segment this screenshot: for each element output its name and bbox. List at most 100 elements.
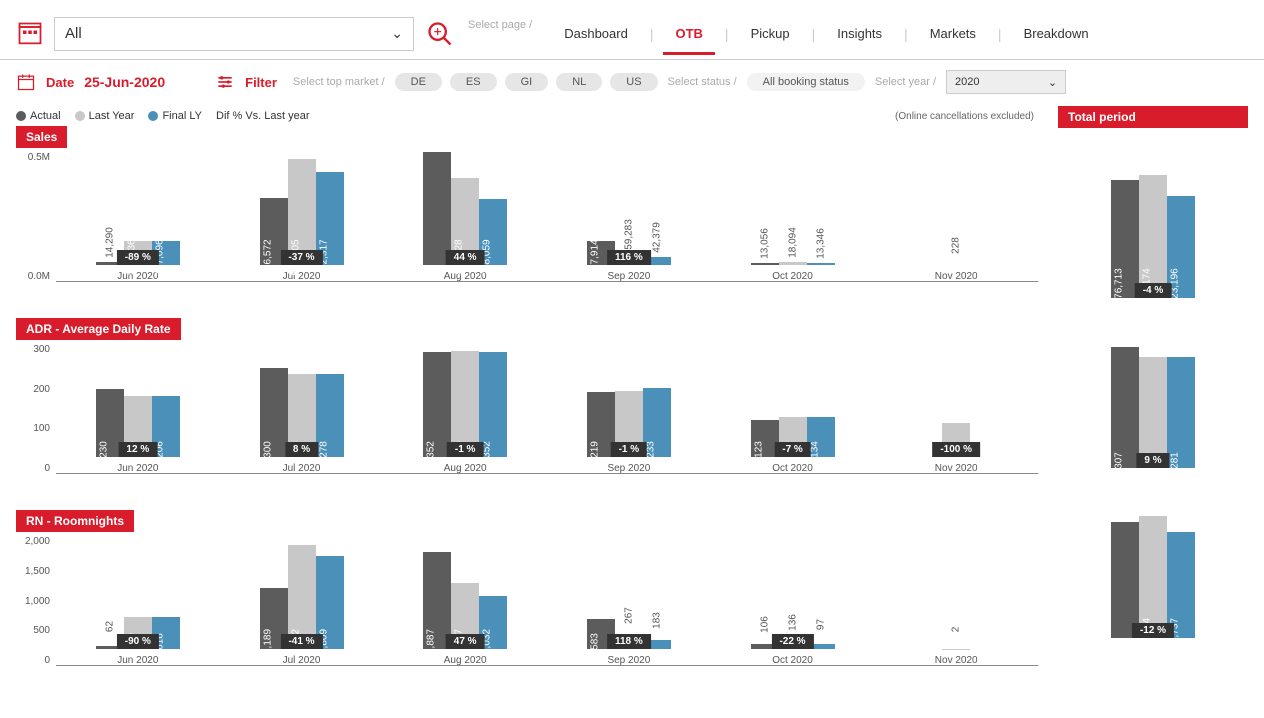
x-label: Nov 2020 (935, 463, 978, 474)
tab-markets[interactable]: Markets (908, 14, 998, 54)
left-column: ActualLast YearFinal LY Dif % Vs. Last y… (16, 104, 1038, 700)
bar-group: 228 Nov 2020 (874, 152, 1038, 282)
filter-label: Filter (245, 75, 277, 90)
market-pill-us[interactable]: US (610, 73, 657, 91)
bar-value: 583 (589, 633, 600, 650)
bar-value: 1,887 (426, 629, 437, 654)
bar-value: 97 (815, 619, 826, 630)
bar-value: 106 (759, 616, 770, 633)
diff-badge: -89 % (117, 250, 159, 265)
tab-dashboard[interactable]: Dashboard (542, 14, 650, 54)
bars: 1,1892,0221,809-41 % (260, 536, 344, 649)
x-label: Aug 2020 (444, 271, 487, 282)
diff-badge: -22 % (771, 634, 813, 649)
year-value: 2020 (955, 76, 979, 88)
bars: 114-100 % (914, 344, 998, 457)
nav: Select page / Dashboard|OTB|Pickup|Insig… (468, 8, 1248, 59)
x-label: Aug 2020 (444, 655, 487, 666)
bar-value: 123 (753, 441, 764, 458)
bar-group: 583267183118 %Sep 2020 (547, 536, 711, 666)
year-select[interactable]: 2020 ⌄ (946, 70, 1066, 94)
y-axis: 2,0001,5001,0005000 (16, 536, 54, 666)
bars: 219222233-1 % (587, 344, 671, 457)
bar-value: 136 (787, 614, 798, 631)
diff-badge: -100 % (932, 442, 980, 457)
bar-group: 13,05618,09413,346Oct 2020 (711, 152, 875, 282)
legend: ActualLast YearFinal LY Dif % Vs. Last y… (16, 104, 1038, 124)
bar-group: 356,572562,805492,317-37 %Jul 2020 (220, 152, 384, 282)
bar-group: 114-100 % Nov 2020 (874, 344, 1038, 474)
bar-group: 460,328348,05944 %Aug 2020 (383, 152, 547, 282)
market-pill-gi[interactable]: GI (505, 73, 549, 91)
chevron-down-icon: ⌄ (391, 25, 403, 42)
x-label: Nov 2020 (935, 271, 978, 282)
market-pill-es[interactable]: ES (450, 73, 497, 91)
bar-value: 1,189 (262, 629, 273, 654)
x-label: Sep 2020 (607, 655, 650, 666)
bar: 281 (1167, 357, 1195, 468)
bars: 14,290127,436127,096-89 % (96, 152, 180, 265)
total-chart: 4,3343,737-12 % (1058, 478, 1248, 638)
bar: 283 (1139, 357, 1167, 468)
scope-selector[interactable]: All ⌄ (54, 17, 414, 51)
date-value[interactable]: 25-Jun-2020 (84, 74, 165, 90)
tab-breakdown[interactable]: Breakdown (1002, 14, 1111, 54)
market-pill-de[interactable]: DE (395, 73, 442, 91)
x-label: Aug 2020 (444, 463, 487, 474)
bars: 127,91459,28342,379116 % (587, 152, 671, 265)
legend-item: Final LY (148, 110, 202, 122)
tab-pickup[interactable]: Pickup (729, 14, 812, 54)
bar-value: 230 (98, 441, 109, 458)
right-column: Total period 1,176,7131,228,1741,023,196… (1058, 104, 1248, 700)
y-axis: 0.5M0.0M (16, 152, 54, 282)
total-chart: 3072832819 % (1058, 308, 1248, 468)
diff-badge: 47 % (446, 634, 485, 649)
diff-badge: -12 % (1132, 623, 1174, 638)
bar-value: 13,056 (759, 228, 770, 259)
x-label: Oct 2020 (772, 463, 813, 474)
main: ActualLast YearFinal LY Dif % Vs. Last y… (0, 104, 1264, 700)
diff-badge: 116 % (607, 250, 651, 265)
bar-value: 219 (589, 441, 600, 458)
bars: 3002782788 % (260, 344, 344, 457)
diff-badge: -1 % (611, 442, 648, 457)
x-label: Jul 2020 (283, 463, 321, 474)
hotel-icon (16, 20, 44, 48)
bar (423, 152, 451, 265)
bars: 3072832819 % (1111, 338, 1195, 468)
diff-badge: 12 % (118, 442, 157, 457)
bar-value: 42,379 (651, 222, 662, 253)
bar-value: 59,283 (623, 219, 634, 250)
x-label: Jun 2020 (117, 655, 158, 666)
bar (1111, 522, 1139, 638)
bars: 228 (914, 152, 998, 265)
bar-value: 62 (104, 621, 115, 632)
bar-group: 14,290127,436127,096-89 %Jun 2020 (56, 152, 220, 282)
x-label: Jul 2020 (283, 271, 321, 282)
bar-group: 1,8871,2871,03247 %Aug 2020 (383, 536, 547, 666)
x-label: Jul 2020 (283, 655, 321, 666)
bar-group: 1,1892,0221,809-41 % Jul 2020 (220, 536, 384, 666)
bar-value: 267 (623, 607, 634, 624)
tab-otb[interactable]: OTB (653, 14, 724, 54)
market-pill-nl[interactable]: NL (556, 73, 602, 91)
bar: 278 (316, 374, 344, 457)
search-icon[interactable] (426, 20, 454, 48)
tab-insights[interactable]: Insights (815, 14, 904, 54)
chevron-down-icon: ⌄ (1048, 76, 1057, 89)
section-title: Sales (16, 126, 67, 148)
bars: 1,176,7131,228,1741,023,196-4 % (1111, 168, 1195, 298)
bars: 123133134-7 % (751, 344, 835, 457)
bar-group: 106 136 97-22 % Oct 2020 (711, 536, 875, 666)
x-label: Oct 2020 (772, 655, 813, 666)
bar-value: 13,346 (815, 228, 826, 259)
bar-value: 352 (426, 441, 437, 458)
totals-container: 1,176,7131,228,1741,023,196-4 % 307283281… (1058, 138, 1248, 638)
bar-value: 14,290 (104, 228, 115, 259)
section-title: ADR - Average Daily Rate (16, 318, 181, 340)
legend-items: ActualLast YearFinal LY (16, 110, 202, 122)
status-pill[interactable]: All booking status (747, 73, 865, 91)
bars: 62620616-90 % (96, 536, 180, 649)
total-title: Total period (1058, 106, 1248, 128)
x-label: Nov 2020 (935, 655, 978, 666)
